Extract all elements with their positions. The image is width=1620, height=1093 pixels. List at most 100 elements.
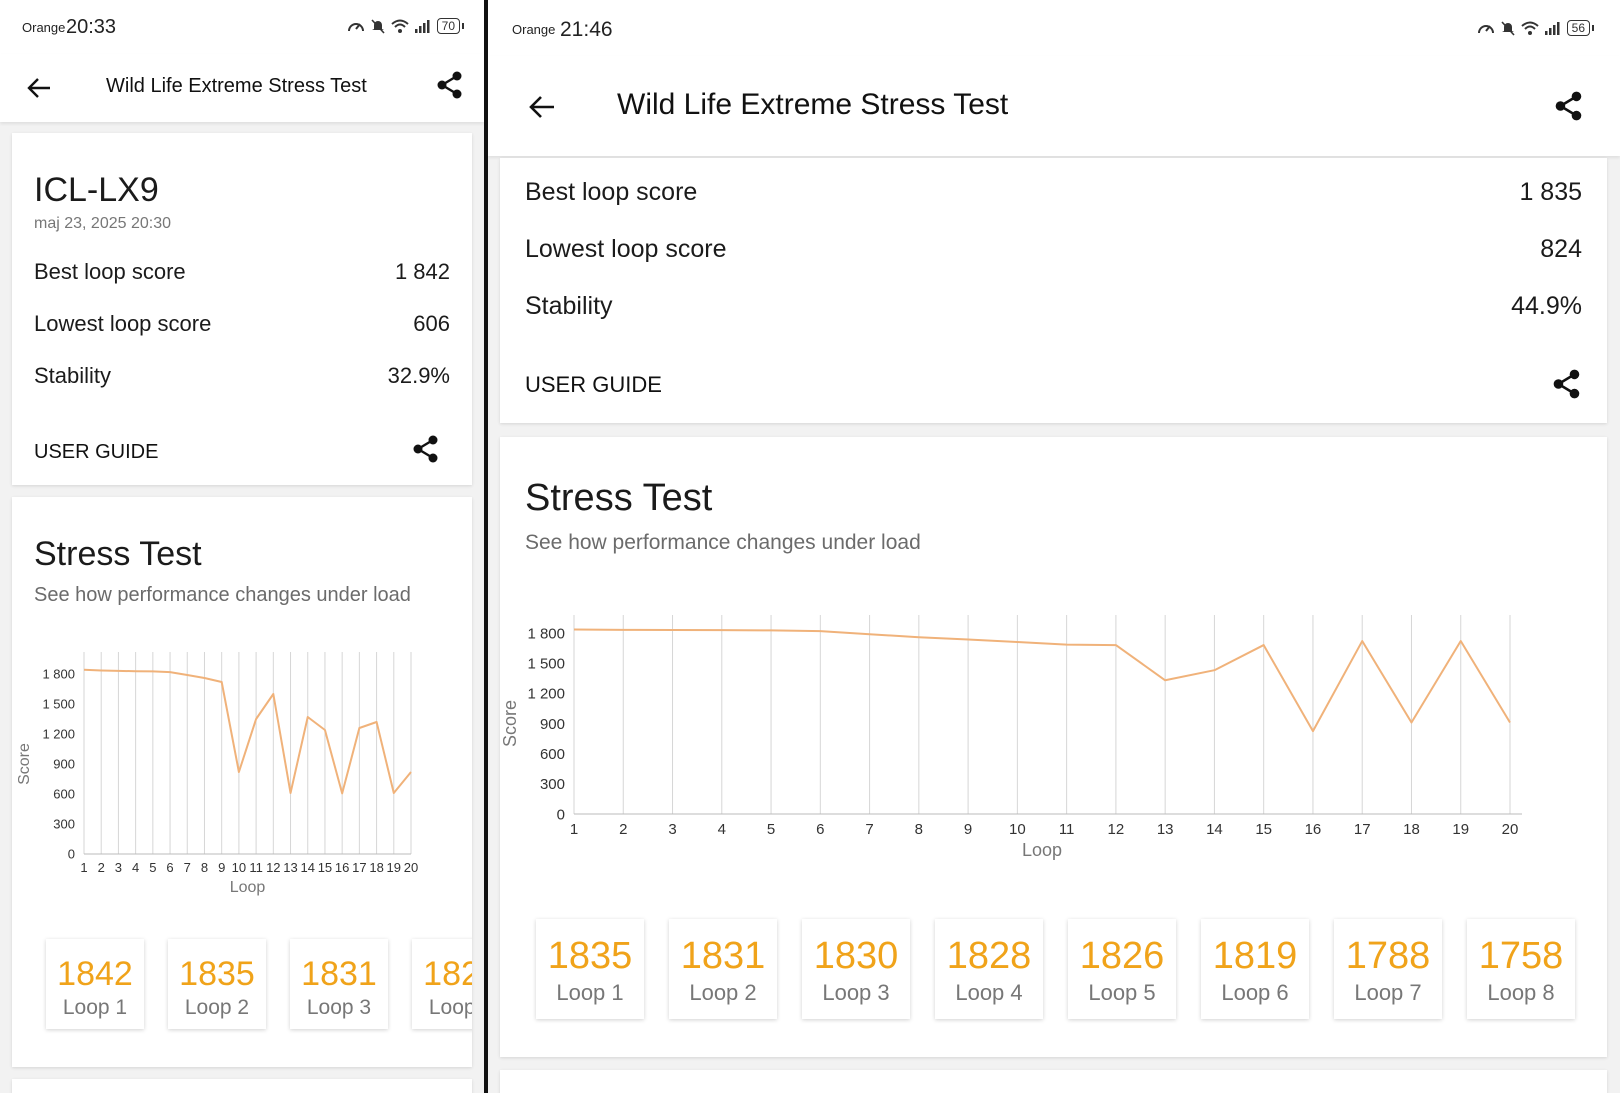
y-tick-label: 900 [53, 757, 75, 772]
back-button[interactable] [26, 76, 52, 105]
battery-icon: 70 [436, 18, 465, 34]
x-tick-label: 10 [232, 860, 246, 875]
app-bar: Wild Life Extreme Stress Test [0, 54, 484, 122]
x-tick-label: 10 [1009, 821, 1026, 838]
screenshot-divider [484, 0, 488, 1093]
left-screenshot: Orange 20:33 70 Wild Life Extreme Stress… [0, 0, 484, 1093]
series-line [573, 628, 1511, 733]
x-tick-label: 6 [166, 860, 173, 875]
card-share-button[interactable] [412, 434, 440, 469]
stability-row: Stability 44.9% [525, 292, 1582, 321]
best-loop-label: Best loop score [525, 178, 698, 206]
x-tick-label: 5 [149, 860, 156, 875]
loop-label: Loop 7 [1354, 980, 1422, 1005]
x-tick-label: 12 [1108, 821, 1125, 838]
y-tick-label: 300 [53, 817, 75, 832]
back-button[interactable] [528, 94, 556, 125]
share-button[interactable] [1554, 90, 1584, 127]
x-tick-label: 13 [1157, 821, 1174, 838]
lowest-loop-value: 606 [413, 311, 450, 336]
y-tick-label: 600 [53, 787, 75, 802]
y-tick-label: 300 [540, 776, 565, 793]
x-tick-label: 16 [335, 860, 349, 875]
user-guide-link[interactable]: USER GUIDE [525, 372, 662, 397]
lowest-loop-label: Lowest loop score [34, 311, 212, 336]
stress-test-subtitle: See how performance changes under load [34, 584, 411, 606]
stress-test-subtitle: See how performance changes under load [525, 531, 921, 554]
x-tick-label: 15 [1255, 821, 1272, 838]
loop-label: Loop 6 [1221, 980, 1289, 1005]
y-tick-label: 1 500 [527, 655, 565, 672]
x-tick-label: 18 [369, 860, 383, 875]
card-share-button[interactable] [1552, 368, 1582, 405]
mute-icon [1501, 21, 1515, 36]
loop-label: Loop 8 [1487, 980, 1555, 1005]
loop-label: Loop 3 [822, 980, 890, 1005]
summary-card: Best loop score 1 835 Lowest loop score … [500, 158, 1607, 423]
share-icon [413, 435, 438, 463]
x-tick-label: 2 [98, 860, 105, 875]
status-time: 21:46 [560, 18, 613, 41]
loop-score-tile[interactable]: 1842 Loop 1 [46, 939, 144, 1029]
share-icon [1555, 91, 1582, 121]
best-loop-row: Best loop score 1 842 [34, 259, 450, 285]
loop-score-tile[interactable]: 1831 Loop 3 [290, 939, 388, 1029]
loop-score-tile[interactable]: 1828 Loop 4 [412, 939, 472, 1029]
loop-score-tile[interactable]: 1826 Loop 5 [1068, 919, 1176, 1019]
arrow-left-icon [27, 78, 50, 98]
best-loop-value: 1 835 [1519, 178, 1582, 206]
loop-score-value: 1835 [547, 935, 633, 977]
loop-label: Loop 4 [955, 980, 1023, 1005]
page-title: Wild Life Extreme Stress Test [617, 88, 1009, 121]
x-tick-label: 9 [218, 860, 225, 875]
stability-row: Stability 32.9% [34, 363, 450, 389]
loop-score-tile[interactable]: 1835 Loop 1 [536, 919, 644, 1019]
lowest-loop-label: Lowest loop score [525, 235, 727, 263]
loop-score-tile[interactable]: 1788 Loop 7 [1334, 919, 1442, 1019]
stability-label: Stability [34, 363, 112, 388]
x-tick-label: 3 [668, 821, 676, 838]
loop-score-tile[interactable]: 1758 Loop 8 [1467, 919, 1575, 1019]
y-tick-label: 600 [540, 746, 565, 763]
y-tick-label: 0 [68, 847, 75, 862]
stability-value: 32.9% [387, 363, 450, 388]
stability-label: Stability [525, 292, 613, 320]
x-tick-label: 20 [1502, 821, 1519, 838]
loop-score-tile[interactable]: 1828 Loop 4 [935, 919, 1043, 1019]
best-loop-value: 1 842 [394, 259, 450, 284]
carrier-name: Orange [22, 20, 66, 35]
loop-score-value: 1758 [1478, 935, 1564, 977]
stress-test-title: Stress Test [525, 477, 713, 519]
lowest-loop-row: Lowest loop score 824 [525, 235, 1582, 264]
share-button[interactable] [436, 70, 464, 105]
stress-chart: 1 2 3 4 5 6 7 8 9 10 11 12 13 14 15 16 17 18 19 20030060090… [16, 652, 418, 896]
loop-score-tile[interactable]: 1831 Loop 2 [669, 919, 777, 1019]
user-guide-link[interactable]: USER GUIDE [34, 441, 159, 463]
page-title: Wild Life Extreme Stress Test [106, 75, 367, 97]
share-icon [1553, 369, 1580, 399]
stability-value: 44.9% [1511, 292, 1582, 320]
x-tick-label: 7 [865, 821, 873, 838]
loop-label: Loop 4 [428, 996, 472, 1019]
loop-score-value: 1788 [1345, 935, 1431, 977]
y-tick-label: 1 500 [42, 697, 75, 712]
device-name: ICL-LX9 [34, 171, 159, 209]
loop-label: Loop 2 [689, 980, 757, 1005]
loop-score-tile[interactable]: 1830 Loop 3 [802, 919, 910, 1019]
loop-score-value: 1835 [179, 955, 255, 993]
y-axis-label: Score [500, 700, 520, 747]
loop-score-tile[interactable]: 1835 Loop 2 [168, 939, 266, 1029]
stress-test-title: Stress Test [34, 535, 202, 573]
loop-score-value: 1842 [57, 955, 133, 993]
x-tick-label: 17 [1354, 821, 1371, 838]
x-tick-label: 8 [915, 821, 923, 838]
y-tick-label: 0 [557, 806, 565, 823]
summary-card: ICL-LX9 maj 23, 2025 20:30 Best loop sco… [12, 133, 472, 485]
next-card [500, 1070, 1607, 1093]
loop-score-tile[interactable]: 1819 Loop 6 [1201, 919, 1309, 1019]
speed-icon [347, 23, 364, 32]
mute-icon [371, 19, 385, 34]
loop-label: Loop 1 [62, 996, 128, 1019]
lowest-loop-row: Lowest loop score 606 [34, 311, 450, 337]
best-loop-label: Best loop score [34, 259, 186, 284]
